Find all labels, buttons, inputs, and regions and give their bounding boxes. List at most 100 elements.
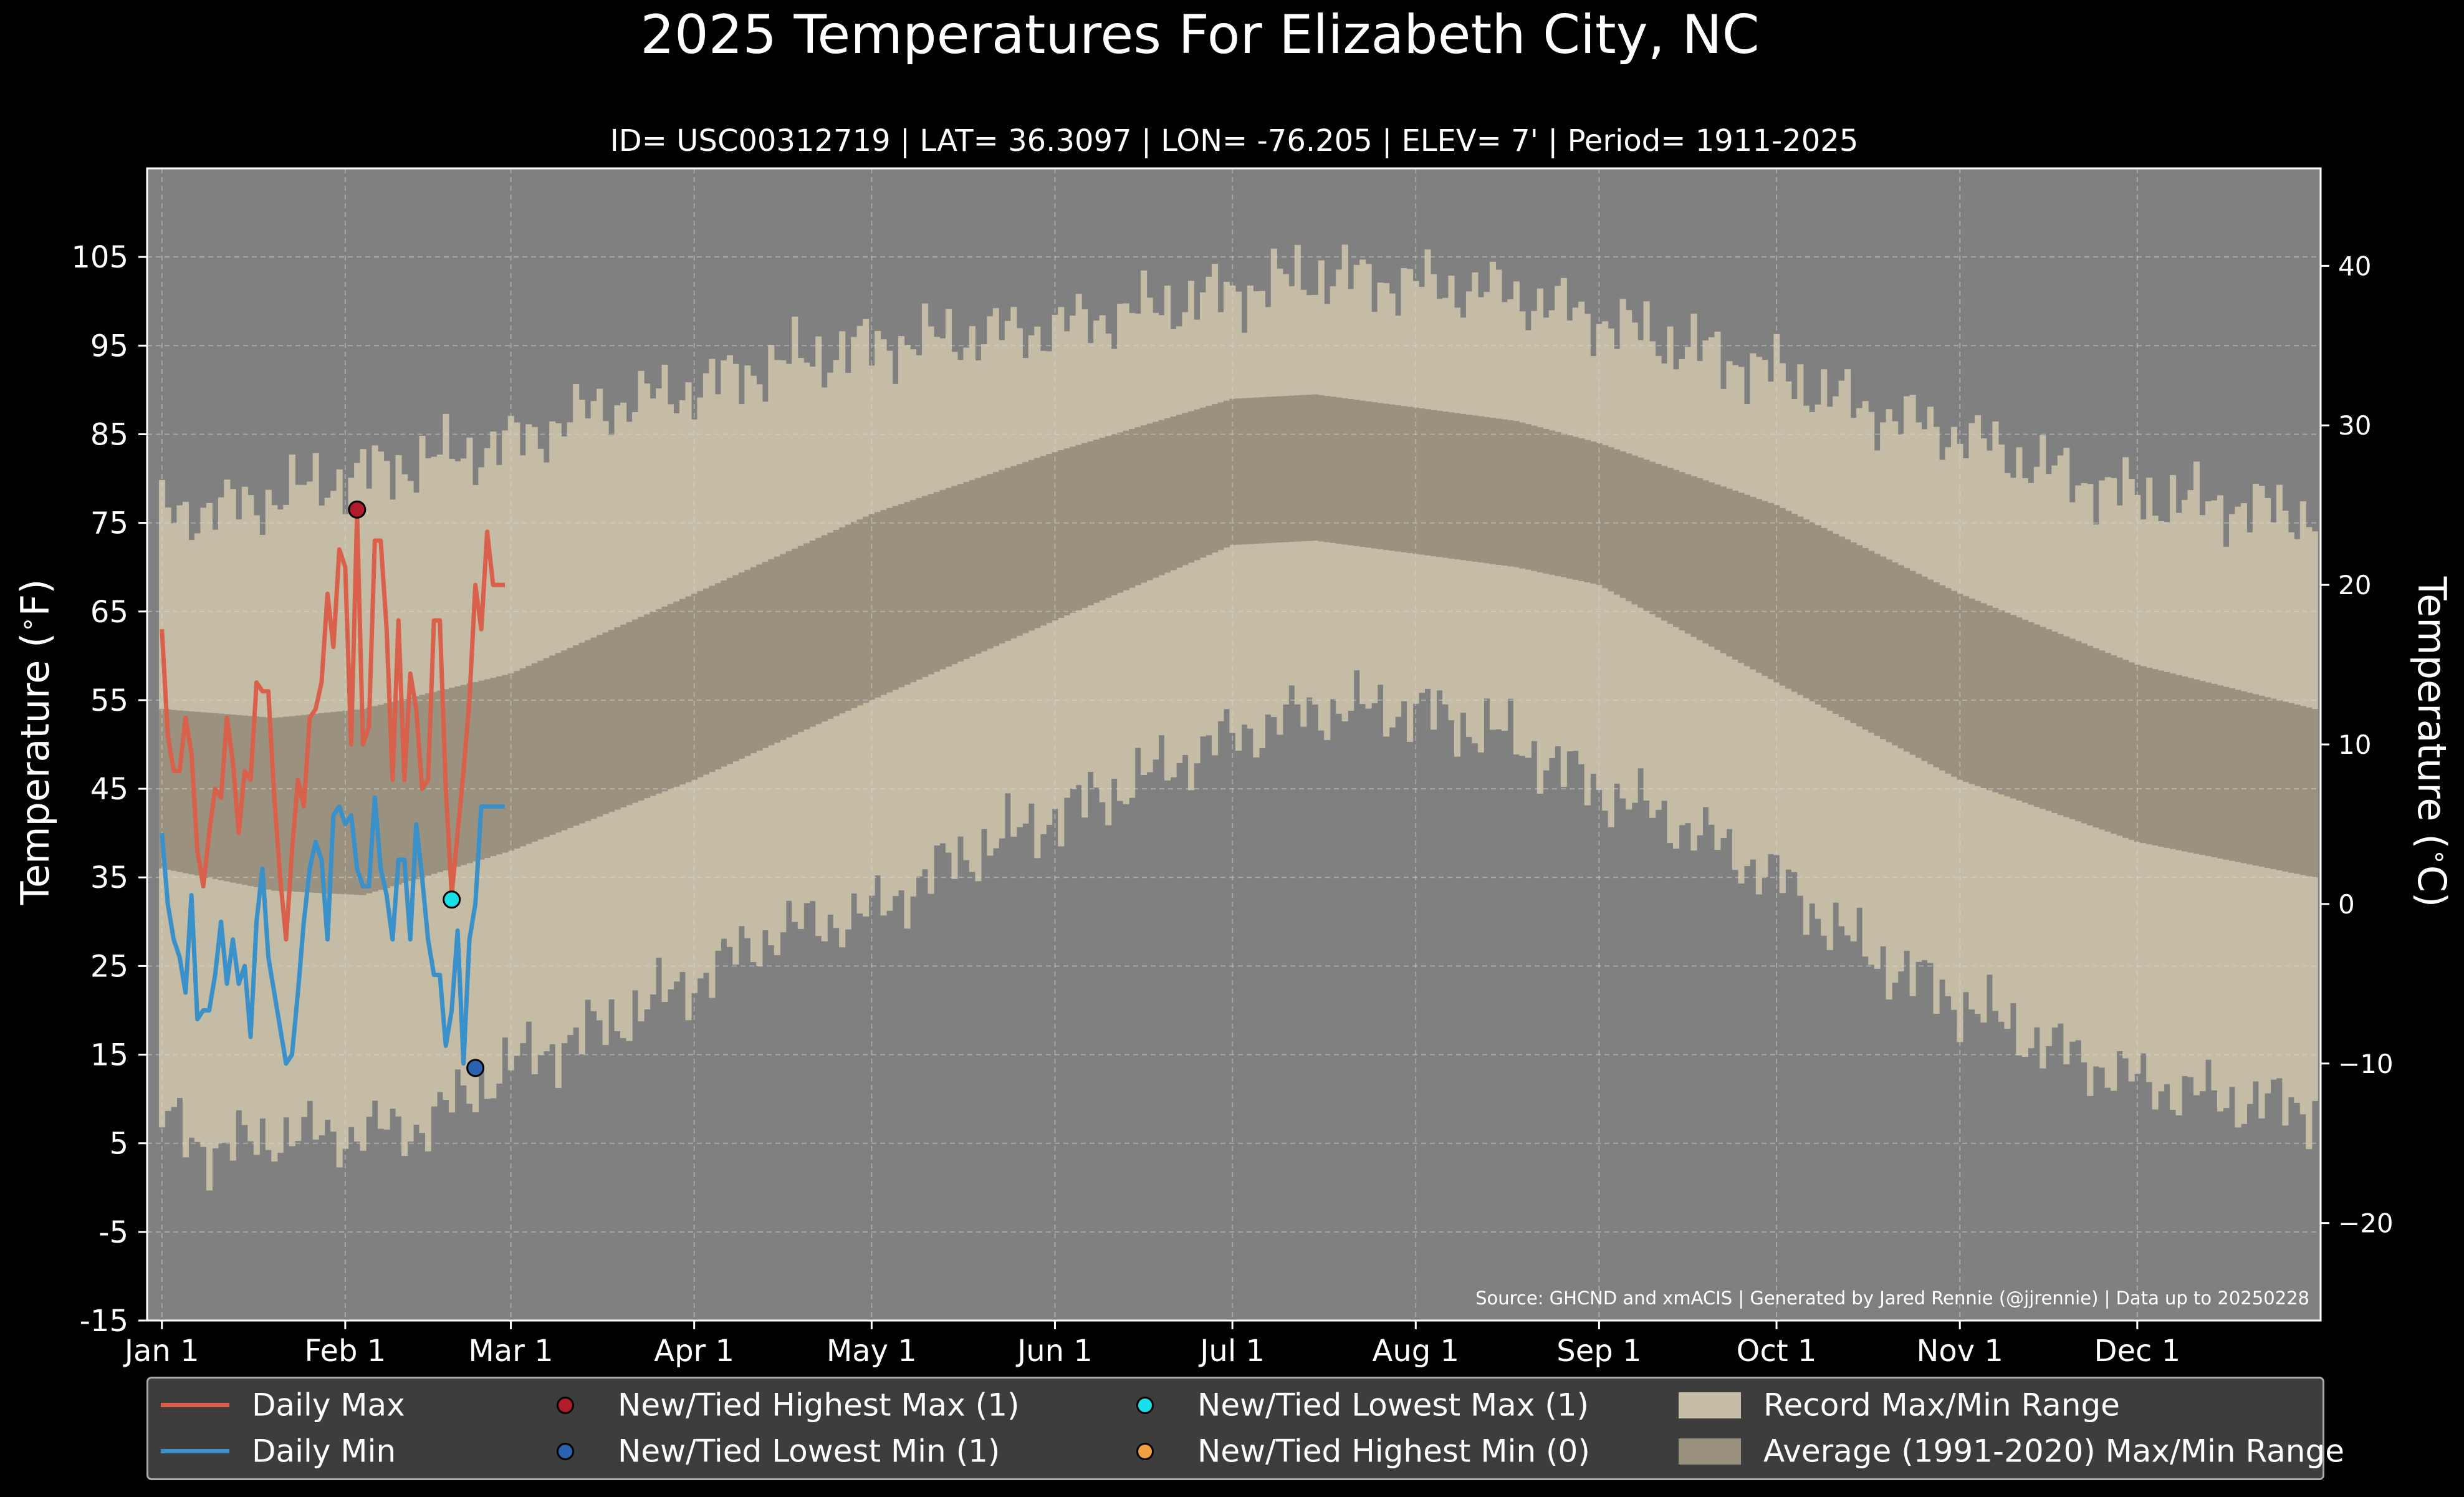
normal-range-bar	[2164, 671, 2170, 848]
normal-range-bar	[200, 712, 207, 877]
normal-range-bar	[992, 471, 999, 647]
normal-range-bar	[721, 580, 727, 767]
normal-range-bar	[1229, 398, 1236, 546]
normal-range-bar	[2128, 662, 2135, 840]
normal-range-bar	[933, 492, 941, 672]
normal-range-bar	[1915, 574, 1922, 758]
normal-range-bar	[797, 546, 804, 733]
normal-range-bar	[1300, 395, 1307, 542]
normal-range-bar	[1330, 397, 1336, 543]
y-tick-label-left: 65	[90, 595, 128, 630]
normal-range-bar	[2099, 650, 2106, 830]
y-tick-label-right: −20	[2338, 1208, 2394, 1239]
normal-range-bar	[785, 551, 792, 738]
normal-range-bar	[1596, 443, 1603, 585]
normal-range-bar	[1258, 397, 1265, 544]
normal-range-bar	[2104, 653, 2111, 832]
normal-range-bar	[1141, 425, 1148, 583]
normal-range-bar	[2140, 666, 2147, 844]
y-tick-label-right: −10	[2338, 1049, 2394, 1079]
normal-range-bar	[620, 624, 627, 807]
x-tick-label: May 1	[827, 1334, 917, 1369]
legend-item: Record Max/Min Range	[1679, 1385, 2120, 1423]
legend-line-swatch	[161, 1403, 229, 1407]
normal-range-bar	[726, 577, 733, 764]
normal-range-bar	[2282, 701, 2289, 872]
normal-range-bar	[1655, 463, 1662, 618]
normal-range-bar	[1631, 455, 1638, 605]
normal-range-bar	[980, 476, 987, 652]
normal-range-bar	[1489, 418, 1496, 564]
normal-range-bar	[1472, 415, 1479, 562]
normal-range-bar	[1134, 427, 1141, 585]
normal-range-bar	[1123, 430, 1129, 590]
normal-range-bar	[537, 660, 544, 840]
normal-range-bar	[2010, 615, 2016, 799]
normal-range-bar	[1412, 407, 1419, 554]
normal-range-bar	[904, 502, 911, 685]
normal-range-bar	[336, 711, 343, 894]
normal-range-bar	[478, 680, 485, 860]
normal-range-bar	[632, 619, 639, 803]
normal-range-bar	[691, 594, 698, 780]
normal-range-bar	[833, 529, 840, 716]
legend-label: New/Tied Highest Max (1)	[618, 1387, 1020, 1423]
normal-range-bar	[1809, 522, 1816, 701]
legend-item: New/Tied Lowest Min (1)	[507, 1431, 1000, 1470]
normal-range-bar	[1738, 493, 1745, 663]
normal-range-bar	[1773, 505, 1780, 683]
normal-range-bar	[702, 588, 710, 775]
normal-range-bar	[283, 716, 290, 892]
normal-range-bar	[886, 508, 893, 693]
normal-range-bar	[2240, 691, 2247, 864]
legend-label: New/Tied Highest Min (0)	[1197, 1433, 1590, 1470]
normal-range-bar	[910, 499, 917, 683]
x-tick-label: Jun 1	[1015, 1334, 1093, 1369]
normal-range-bar	[1708, 482, 1715, 647]
normal-range-bar	[1696, 478, 1704, 640]
normal-range-bar	[928, 494, 934, 675]
normal-range-bar	[1206, 405, 1212, 556]
normal-range-bar	[182, 711, 189, 874]
normal-range-bar	[714, 583, 721, 769]
normal-range-bar	[2111, 655, 2117, 834]
normal-range-bar	[975, 478, 982, 654]
normal-range-bar	[868, 514, 875, 700]
normal-range-bar	[1904, 568, 1910, 752]
normal-range-bar	[2294, 705, 2301, 874]
normal-range-bar	[2040, 627, 2046, 809]
normal-range-bar	[519, 668, 526, 847]
legend-line-swatch	[161, 1449, 229, 1453]
normal-range-bar	[1939, 585, 1946, 771]
normal-range-bar	[803, 543, 810, 729]
normal-range-bar	[2299, 706, 2306, 875]
y-tick-label-left: 105	[71, 240, 128, 275]
normal-range-bar	[1743, 494, 1750, 667]
normal-range-bar	[1507, 420, 1514, 567]
normal-range-bar	[1921, 576, 1928, 761]
normal-range-bar	[738, 572, 745, 759]
normal-range-bar	[2246, 693, 2253, 865]
normal-range-bar	[567, 648, 573, 828]
y-tick-label-left: -5	[98, 1215, 128, 1250]
normal-range-bar	[1619, 451, 1626, 598]
normal-range-bar	[2081, 643, 2088, 824]
normal-range-bar	[1176, 415, 1183, 568]
daily-min-line	[160, 795, 506, 1066]
normal-range-bar	[1543, 428, 1550, 574]
normal-range-bar	[1821, 527, 1828, 708]
normal-range-bar	[324, 712, 331, 893]
normal-range-bar	[1217, 402, 1224, 551]
normal-range-bar	[401, 699, 408, 883]
normal-range-bar	[241, 715, 248, 885]
y-tick-label-right: 0	[2338, 889, 2355, 920]
normal-range-bar	[1040, 456, 1047, 626]
normal-range-bar	[1980, 603, 1987, 789]
normal-range-bar	[1797, 516, 1804, 695]
normal-range-bar	[2075, 641, 2082, 822]
normal-range-bar	[1525, 424, 1532, 570]
normal-range-bar	[158, 709, 166, 869]
normal-range-bar	[1909, 570, 1916, 755]
normal-range-bar	[1602, 445, 1609, 589]
normal-range-bar	[549, 655, 556, 835]
